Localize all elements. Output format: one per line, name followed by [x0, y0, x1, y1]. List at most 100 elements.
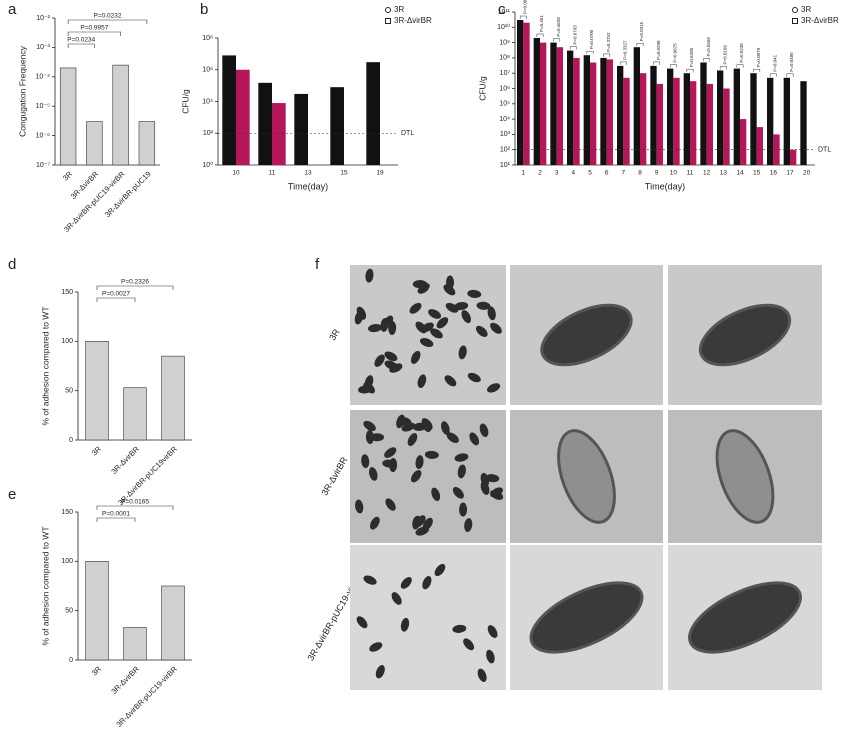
y-tick-label: 10⁹ — [499, 39, 510, 46]
p-value: P=0.0236 — [739, 43, 744, 63]
y-tick-label: 10⁰ — [202, 161, 213, 169]
x-axis-label: Time(day) — [288, 181, 328, 191]
p-value: P=0.0079 — [756, 47, 761, 67]
bacterium — [363, 382, 375, 394]
bar — [123, 627, 147, 661]
panel-letter: e — [8, 486, 16, 503]
bacterium — [467, 372, 481, 383]
x-tick-label: 10 — [670, 170, 678, 177]
row-label: 3R — [327, 327, 342, 342]
bar — [790, 149, 797, 165]
bacterium — [487, 306, 496, 321]
bacterium — [365, 268, 374, 283]
bacterium — [444, 375, 457, 387]
bacterium — [384, 447, 397, 458]
y-tick-label: 10⁶ — [202, 67, 213, 74]
bacterium — [400, 617, 410, 632]
bar — [767, 77, 774, 165]
bracket — [619, 61, 627, 65]
y-tick-label: 10⁴ — [202, 98, 213, 105]
y-tick-label: 10² — [203, 130, 214, 137]
bacterium — [698, 303, 792, 367]
bar — [59, 67, 77, 166]
bracket — [769, 73, 777, 77]
bacterium — [436, 317, 449, 329]
bar — [366, 62, 380, 165]
x-tick-label: 3R — [90, 444, 104, 458]
bracket — [636, 42, 644, 47]
bar — [523, 22, 530, 165]
bar — [783, 77, 790, 165]
bracket — [603, 53, 611, 57]
bar — [650, 65, 657, 165]
bar — [673, 77, 680, 165]
p-value: P=0.3752 — [606, 32, 611, 52]
micrograph — [350, 545, 506, 690]
bacterium — [452, 624, 467, 633]
p-value: P=0.0001 — [102, 511, 130, 518]
bar — [85, 561, 109, 661]
y-tick-label: 50 — [65, 388, 73, 395]
y-axis-label: Congugation Frequency — [17, 45, 27, 136]
bacterium — [446, 432, 459, 443]
y-tick-label: 10⁻⁴ — [36, 74, 51, 81]
x-tick-label: 15 — [340, 170, 348, 177]
legend-marker — [385, 18, 391, 24]
bacterium — [384, 351, 398, 362]
p-value: P=0.0614 — [523, 0, 528, 14]
bacterium — [454, 301, 469, 311]
bacterium — [490, 490, 504, 500]
bacterium — [476, 301, 491, 310]
y-tick-label: 10⁴ — [499, 116, 510, 123]
p-value: P=0.0700 — [589, 29, 594, 49]
bacterium — [368, 467, 378, 481]
y-tick-label: 10³ — [500, 131, 511, 138]
bacterium — [412, 515, 421, 530]
y-tick-label: 10⁻⁷ — [36, 162, 50, 169]
bacterium — [557, 429, 616, 524]
dtl-label: DTL — [401, 130, 414, 137]
x-tick-label: 3R — [90, 664, 104, 678]
bacterium — [464, 518, 473, 532]
bacterium — [374, 354, 385, 367]
y-tick-label: 10² — [500, 147, 511, 154]
bacterium — [475, 325, 488, 337]
y-tick-label: 150 — [61, 289, 73, 296]
x-tick-label: 20 — [803, 170, 811, 177]
bacterium — [361, 454, 370, 469]
y-tick-label: 10¹¹ — [498, 9, 511, 16]
bar — [656, 83, 663, 165]
bacterium — [424, 450, 439, 459]
bracket — [753, 68, 761, 73]
y-tick-label: 10⁸ — [499, 55, 510, 62]
x-tick-label: 7 — [622, 170, 626, 177]
panel-letter: a — [8, 1, 17, 18]
bar — [583, 55, 590, 165]
y-tick-label: 10⁻⁶ — [36, 132, 50, 139]
bracket — [67, 19, 148, 24]
p-value: P=0.0298 — [656, 40, 661, 60]
bacterium — [469, 432, 480, 446]
bacterium — [688, 581, 802, 654]
bar — [236, 69, 250, 165]
y-tick-label: 150 — [61, 509, 73, 516]
y-tick-label: 0 — [69, 657, 73, 664]
bacterium — [467, 289, 482, 298]
bar — [606, 59, 613, 166]
bracket — [736, 64, 744, 68]
bacterium — [715, 429, 775, 524]
y-tick-label: 0 — [69, 437, 73, 444]
bacterium — [417, 283, 430, 294]
bar — [740, 119, 747, 165]
bacterium — [452, 486, 464, 499]
p-value: P=0.0675 — [673, 43, 678, 63]
x-tick-label: 3R — [61, 169, 75, 183]
bacterium — [375, 665, 385, 679]
bar — [138, 121, 156, 166]
bacterium — [540, 303, 633, 367]
x-tick-label: 14 — [736, 170, 744, 177]
bracket — [686, 68, 694, 73]
p-value: P=0.9957 — [80, 25, 108, 32]
x-tick-label: 19 — [376, 170, 384, 177]
bar — [258, 82, 272, 165]
